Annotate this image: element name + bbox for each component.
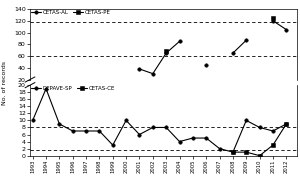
Line: CETAS-AL: CETAS-AL (138, 40, 181, 75)
CETAS-CE (231, 151, 235, 153)
DEPAVE-SP (71, 130, 74, 132)
DEPAVE-SP (178, 140, 181, 143)
DEPAVE-SP (98, 130, 101, 132)
Line: DEPAVE-SP: DEPAVE-SP (31, 87, 288, 154)
DEPAVE-SP (164, 126, 168, 129)
CETAS-AL (178, 40, 181, 42)
Line: CETAS-CE: CETAS-CE (231, 122, 288, 157)
DEPAVE-SP (271, 130, 275, 132)
CETAS-CE (244, 151, 248, 153)
DEPAVE-SP (31, 119, 34, 121)
DEPAVE-SP (111, 144, 115, 146)
Text: No. of records: No. of records (2, 61, 7, 105)
DEPAVE-SP (284, 123, 288, 125)
DEPAVE-SP (204, 137, 208, 139)
DEPAVE-SP (138, 133, 141, 136)
DEPAVE-SP (191, 137, 195, 139)
DEPAVE-SP (151, 126, 154, 129)
DEPAVE-SP (124, 119, 128, 121)
DEPAVE-SP (231, 151, 235, 153)
CETAS-CE (271, 144, 275, 146)
CETAS-CE (258, 155, 261, 157)
DEPAVE-SP (84, 130, 88, 132)
DEPAVE-SP (218, 148, 221, 150)
CETAS-AL (138, 68, 141, 70)
CETAS-CE (284, 123, 288, 125)
Legend: CETAS-AL, CETAS-PE: CETAS-AL, CETAS-PE (31, 10, 111, 16)
CETAS-AL (151, 73, 154, 75)
DEPAVE-SP (44, 88, 48, 90)
DEPAVE-SP (58, 123, 61, 125)
DEPAVE-SP (244, 119, 248, 121)
CETAS-AL (164, 52, 168, 54)
DEPAVE-SP (258, 126, 261, 129)
Legend: DEPAVE-SP, CETAS-CE: DEPAVE-SP, CETAS-CE (31, 86, 116, 92)
